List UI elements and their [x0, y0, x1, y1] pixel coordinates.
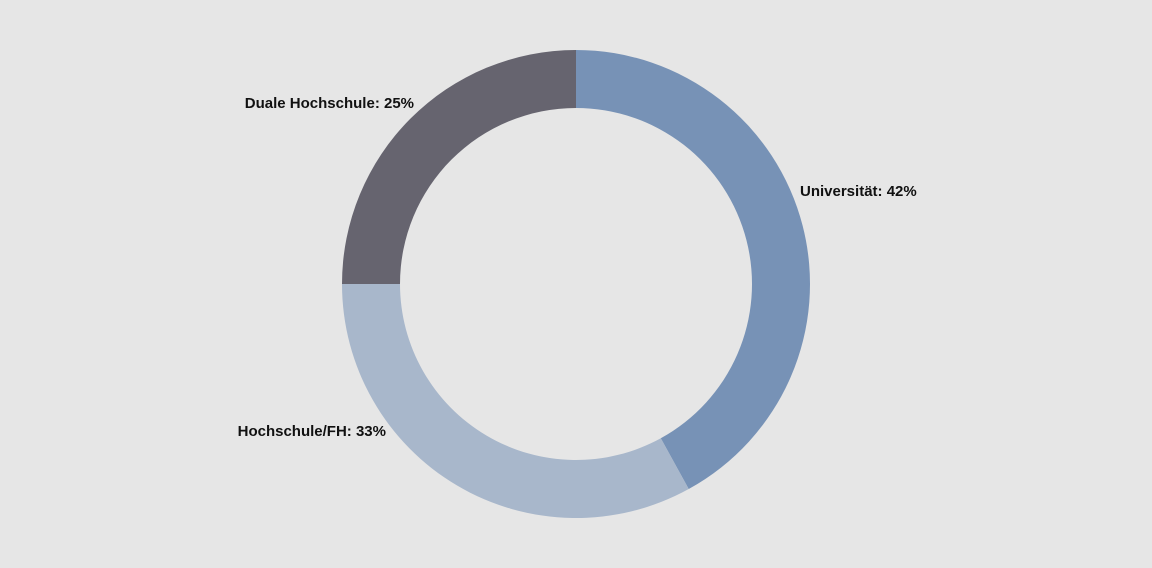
- donut-segment: [576, 50, 811, 490]
- segment-label: Hochschule/FH: 33%: [238, 423, 386, 440]
- donut-segment: [342, 284, 689, 518]
- segment-label: Duale Hochschule: 25%: [245, 95, 414, 112]
- donut-segment: [342, 50, 576, 284]
- segment-label: Universität: 42%: [800, 183, 917, 200]
